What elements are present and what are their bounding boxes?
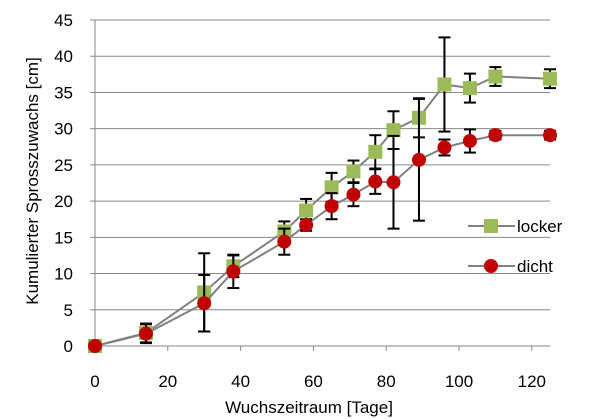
data-point: [462, 81, 477, 96]
gridlines: [95, 19, 550, 311]
x-tick-labels: 0 20 40 60 80 100 120: [90, 372, 546, 391]
series-line: [94, 75, 551, 347]
legend-label: dicht: [517, 257, 553, 276]
data-point: [488, 128, 503, 143]
data-point: [368, 174, 383, 189]
x-tick-label: 80: [377, 372, 396, 391]
y-tick-label: 30: [54, 120, 73, 139]
legend: locker dicht: [468, 217, 563, 276]
data-point: [488, 69, 503, 84]
x-tick-label: 120: [518, 372, 546, 391]
series-dicht: [88, 97, 557, 353]
x-axis-label: Wuchszeitraum [Tage]: [225, 398, 393, 417]
series-layer: [88, 36, 557, 353]
legend-label: locker: [517, 217, 563, 236]
y-tick-label: 25: [54, 156, 73, 175]
legend-item-dicht: dicht: [468, 257, 553, 276]
x-tick-label: 20: [158, 372, 177, 391]
data-point: [138, 326, 153, 341]
data-point: [462, 133, 477, 148]
series-locker: [88, 36, 557, 353]
data-point: [437, 77, 452, 92]
x-tick-label: 60: [304, 372, 323, 391]
data-point: [88, 339, 102, 353]
data-point: [324, 199, 339, 214]
legend-marker: [484, 259, 498, 273]
data-point: [411, 152, 426, 167]
data-point: [226, 264, 241, 279]
x-tick-label: 0: [90, 372, 99, 391]
legend-marker: [484, 219, 498, 233]
data-point: [437, 140, 452, 155]
legend-item-locker: locker: [468, 217, 563, 236]
data-point: [197, 296, 212, 311]
data-point: [299, 218, 314, 233]
data-point: [386, 175, 401, 190]
y-tick-label: 45: [54, 11, 73, 30]
y-tick-labels: 0 5 10 15 20 25 30 35 40 45: [54, 11, 73, 356]
axes: [90, 19, 550, 351]
data-point: [346, 187, 361, 202]
y-tick-label: 15: [54, 228, 73, 247]
y-tick-label: 20: [54, 192, 73, 211]
data-point: [346, 164, 361, 179]
data-point: [324, 180, 339, 195]
data-point: [543, 128, 557, 143]
data-point: [277, 234, 292, 249]
data-point: [543, 71, 557, 86]
series-line: [94, 134, 550, 347]
y-tick-label: 0: [64, 337, 73, 356]
y-tick-label: 5: [64, 301, 73, 320]
data-point: [386, 123, 401, 138]
y-tick-label: 40: [54, 47, 73, 66]
data-point: [368, 144, 383, 159]
x-tick-label: 100: [445, 372, 473, 391]
y-tick-label: 35: [54, 83, 73, 102]
y-tick-label: 10: [54, 265, 73, 284]
y-axis-label: Kumulierter Sprosszuwachs [cm]: [23, 57, 42, 305]
x-tick-label: 40: [231, 372, 250, 391]
data-point: [299, 203, 314, 218]
